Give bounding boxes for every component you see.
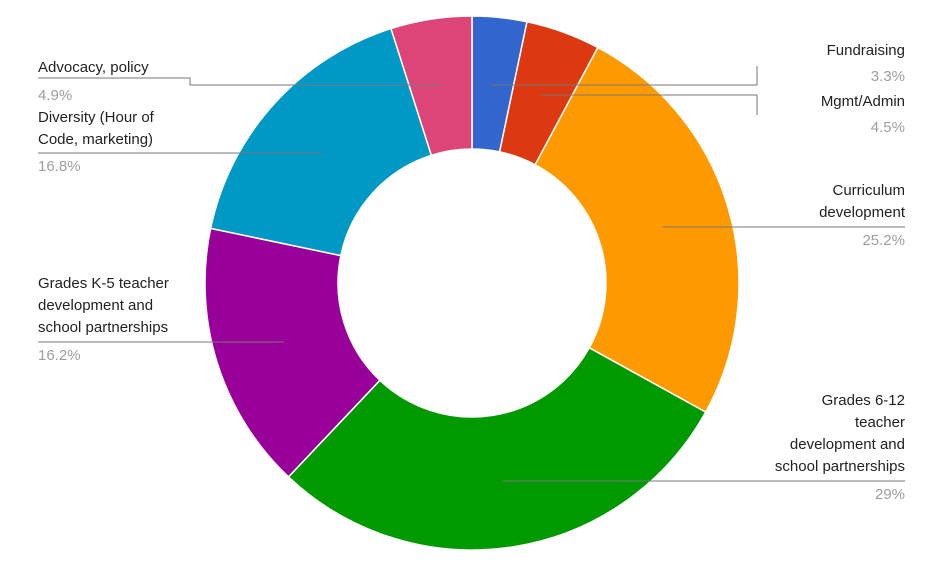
leader-line xyxy=(492,66,758,86)
slice-label: Grades K-5 teacher development and schoo… xyxy=(38,275,169,336)
value-label: 16.8% xyxy=(38,158,81,175)
value-label: 29% xyxy=(874,486,905,503)
value-label: 4.5% xyxy=(870,119,905,136)
value-label: 3.3% xyxy=(870,68,905,85)
slice-label: Advocacy, policy xyxy=(38,59,149,76)
slice-label: Mgmt/Admin xyxy=(820,93,905,110)
slices xyxy=(204,15,740,551)
value-label: 4.9% xyxy=(38,87,73,104)
leader-line xyxy=(540,94,758,115)
slice-label: Grades 6-12 teacher development and scho… xyxy=(774,392,905,475)
slice xyxy=(534,46,740,414)
slice xyxy=(390,15,473,157)
leader-line xyxy=(38,77,442,86)
slice-label: Diversity (Hour of Code, marketing) xyxy=(38,109,154,148)
leader-lines xyxy=(38,66,905,482)
slice xyxy=(287,346,707,551)
slice-label: Curriculum development xyxy=(819,182,905,221)
value-label: 16.2% xyxy=(38,347,81,364)
slice xyxy=(209,27,433,257)
slice-label: Fundraising xyxy=(826,42,905,59)
slice xyxy=(204,227,381,478)
value-label: 25.2% xyxy=(862,232,905,249)
